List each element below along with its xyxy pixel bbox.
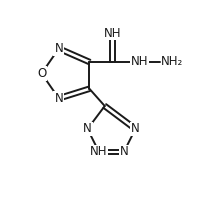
Text: NH₂: NH₂	[161, 56, 184, 68]
Text: O: O	[37, 67, 46, 80]
Text: N: N	[54, 42, 63, 55]
Text: N: N	[131, 123, 140, 135]
Text: N: N	[83, 123, 92, 135]
Text: NH: NH	[90, 145, 108, 158]
Text: NH: NH	[104, 27, 121, 40]
Text: NH: NH	[130, 56, 148, 68]
Text: N: N	[120, 145, 128, 158]
Text: N: N	[54, 92, 63, 105]
